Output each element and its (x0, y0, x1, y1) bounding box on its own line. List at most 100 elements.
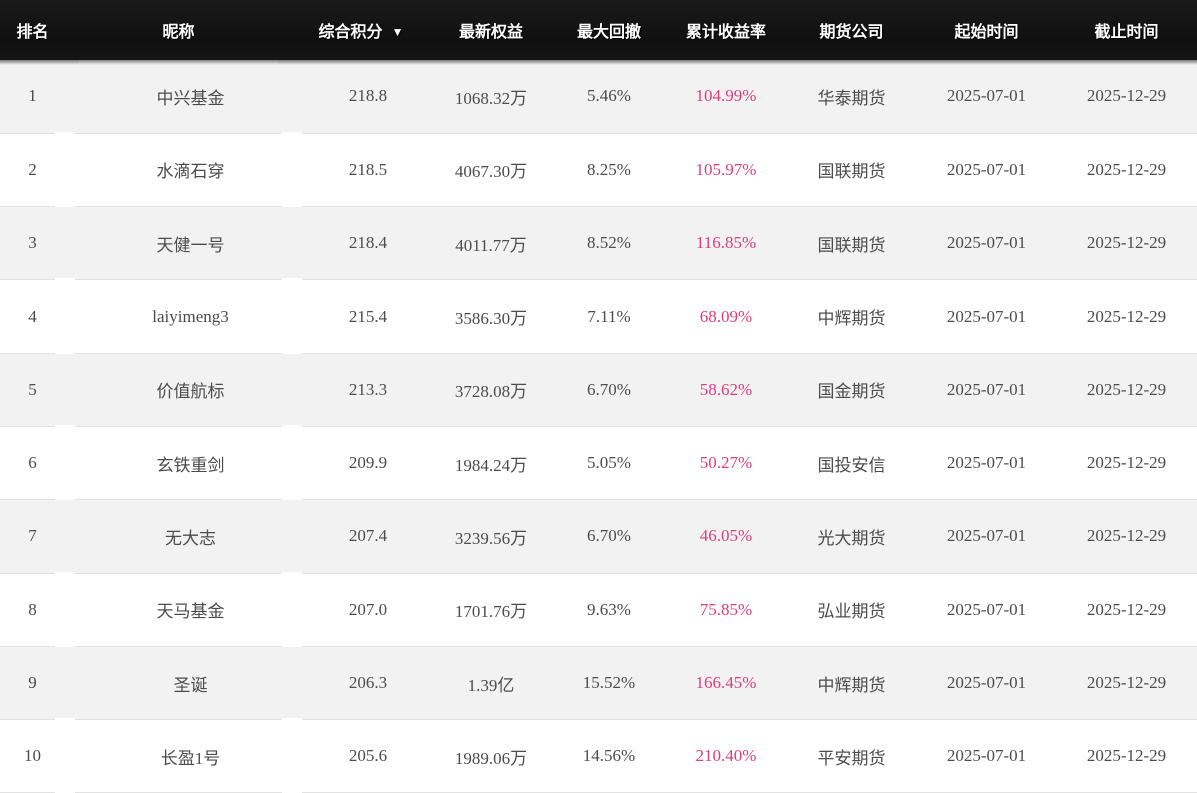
rank-cell: 1 (0, 60, 75, 135)
company-cell: 国联期货 (786, 133, 917, 208)
table-row: 4 laiyimeng3 215.4 3586.30万 7.11% 68.09%… (0, 279, 1197, 354)
equity-cell: 1.39亿 (430, 646, 552, 721)
column-header-company: 期货公司 (786, 0, 917, 60)
nickname-cell: 水滴石穿 (65, 133, 292, 208)
column-header-return-label: 累计收益率 (685, 24, 766, 41)
drawdown-cell: 5.46% (552, 60, 666, 134)
return-cell: 210.40% (666, 719, 786, 793)
table-row: 2 水滴石穿 218.5 4067.30万 8.25% 105.97% 国联期货… (0, 133, 1197, 208)
column-header-end-date: 截止时间 (1056, 0, 1197, 60)
drawdown-cell: 15.52% (552, 646, 666, 721)
end-date-cell: 2025-12-29 (1056, 60, 1197, 134)
end-date-cell: 2025-12-29 (1056, 133, 1197, 208)
drawdown-cell: 8.52% (552, 206, 666, 281)
equity-cell: 3728.08万 (430, 353, 552, 427)
nickname-cell: 圣诞 (65, 646, 292, 721)
equity-cell: 1989.06万 (430, 719, 552, 793)
column-header-nickname-label: 昵称 (162, 24, 195, 41)
drawdown-cell: 6.70% (552, 499, 666, 574)
score-cell: 218.5 (282, 133, 430, 208)
column-header-company-label: 期货公司 (819, 24, 884, 41)
equity-cell: 4067.30万 (430, 133, 552, 208)
company-cell: 平安期货 (786, 719, 917, 793)
return-cell: 105.97% (666, 133, 786, 208)
equity-cell: 1701.76万 (430, 573, 552, 647)
table-row: 6 玄铁重剑 209.9 1984.24万 5.05% 50.27% 国投安信 … (0, 426, 1197, 501)
drawdown-cell: 14.56% (552, 719, 666, 793)
start-date-cell: 2025-07-01 (917, 60, 1056, 134)
rank-cell: 6 (0, 426, 75, 501)
nickname-cell: 长盈1号 (65, 719, 292, 793)
drawdown-cell: 6.70% (552, 353, 666, 427)
drawdown-cell: 9.63% (552, 573, 666, 647)
equity-cell: 3239.56万 (430, 499, 552, 574)
table-header-row: 排名 昵称 综合积分 ▼ 最新权益 最大回撤 累计收益率 期货公司 (0, 0, 1197, 60)
end-date-cell: 2025-12-29 (1056, 426, 1197, 501)
nickname-cell: 中兴基金 (65, 60, 292, 134)
start-date-cell: 2025-07-01 (917, 499, 1056, 574)
score-cell: 218.8 (282, 60, 430, 135)
rank-cell: 8 (0, 573, 75, 647)
return-cell: 116.85% (666, 206, 786, 281)
nickname-cell: 玄铁重剑 (65, 426, 292, 501)
table-body: 1 中兴基金 218.8 1068.32万 5.46% 104.99% 华泰期货… (0, 60, 1197, 793)
table-row: 8 天马基金 207.0 1701.76万 9.63% 75.85% 弘业期货 … (0, 573, 1197, 647)
table-row: 9 圣诞 206.3 1.39亿 15.52% 166.45% 中辉期货 202… (0, 646, 1197, 721)
nickname-cell: 天马基金 (65, 573, 292, 647)
rank-cell: 10 (0, 719, 75, 793)
company-cell: 国联期货 (786, 206, 917, 281)
equity-cell: 1068.32万 (430, 60, 552, 134)
rank-cell: 2 (0, 133, 75, 208)
column-header-rank: 排名 (0, 0, 65, 60)
score-cell: 209.9 (282, 426, 430, 501)
nickname-cell: 价值航标 (65, 353, 292, 427)
column-header-end-date-label: 截止时间 (1094, 24, 1159, 41)
return-cell: 75.85% (666, 573, 786, 647)
column-header-score[interactable]: 综合积分 ▼ (292, 0, 430, 60)
drawdown-cell: 7.11% (552, 279, 666, 354)
table-header: 排名 昵称 综合积分 ▼ 最新权益 最大回撤 累计收益率 期货公司 (0, 0, 1197, 60)
start-date-cell: 2025-07-01 (917, 279, 1056, 354)
column-header-rank-label: 排名 (16, 24, 49, 41)
rank-cell: 9 (0, 646, 75, 721)
start-date-cell: 2025-07-01 (917, 573, 1056, 647)
end-date-cell: 2025-12-29 (1056, 719, 1197, 793)
return-cell: 68.09% (666, 279, 786, 354)
return-cell: 104.99% (666, 60, 786, 134)
column-header-equity: 最新权益 (430, 0, 552, 60)
company-cell: 中辉期货 (786, 646, 917, 721)
return-cell: 50.27% (666, 426, 786, 501)
table-row: 7 无大志 207.4 3239.56万 6.70% 46.05% 光大期货 2… (0, 499, 1197, 574)
column-header-return: 累计收益率 (666, 0, 786, 60)
return-cell: 46.05% (666, 499, 786, 574)
drawdown-cell: 8.25% (552, 133, 666, 208)
column-header-drawdown: 最大回撤 (552, 0, 666, 60)
company-cell: 中辉期货 (786, 279, 917, 354)
nickname-cell: 天健一号 (65, 206, 292, 281)
score-cell: 218.4 (282, 206, 430, 281)
table-row: 5 价值航标 213.3 3728.08万 6.70% 58.62% 国金期货 … (0, 353, 1197, 427)
end-date-cell: 2025-12-29 (1056, 206, 1197, 281)
table-row: 3 天健一号 218.4 4011.77万 8.52% 116.85% 国联期货… (0, 206, 1197, 281)
sort-desc-icon[interactable]: ▼ (391, 25, 404, 39)
nickname-cell: 无大志 (65, 499, 292, 574)
return-cell: 58.62% (666, 353, 786, 427)
end-date-cell: 2025-12-29 (1056, 646, 1197, 721)
rank-cell: 7 (0, 499, 75, 574)
start-date-cell: 2025-07-01 (917, 133, 1056, 208)
column-header-start-date-label: 起始时间 (954, 24, 1019, 41)
score-cell: 205.6 (282, 719, 430, 793)
column-header-start-date: 起始时间 (917, 0, 1056, 60)
company-cell: 国投安信 (786, 426, 917, 501)
rank-cell: 5 (0, 353, 75, 427)
column-header-nickname: 昵称 (65, 0, 292, 60)
equity-cell: 4011.77万 (430, 206, 552, 281)
drawdown-cell: 5.05% (552, 426, 666, 501)
score-cell: 207.4 (282, 499, 430, 574)
company-cell: 国金期货 (786, 353, 917, 427)
rank-cell: 4 (0, 279, 75, 354)
end-date-cell: 2025-12-29 (1056, 353, 1197, 427)
nickname-cell: laiyimeng3 (65, 279, 292, 354)
